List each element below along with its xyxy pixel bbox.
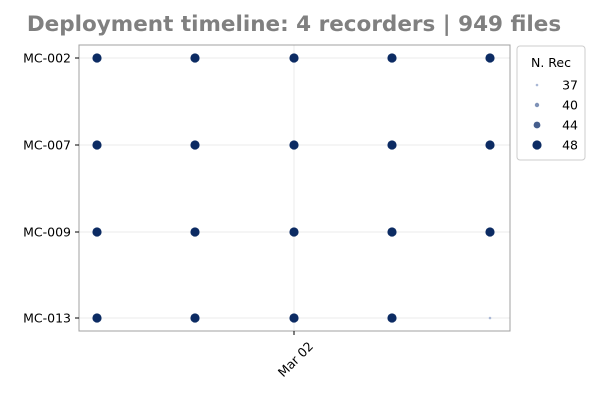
- y-tick-label: MC-009: [23, 225, 71, 240]
- legend-marker: [535, 83, 539, 87]
- legend: N. Rec 37 40 44 48: [516, 45, 586, 161]
- legend-marker: [534, 102, 540, 108]
- legend-marker: [533, 121, 541, 129]
- data-point: [387, 227, 397, 237]
- x-axis: Mar 02: [275, 331, 316, 380]
- data-point: [387, 313, 397, 323]
- data-point: [485, 53, 495, 63]
- data-point: [92, 227, 102, 237]
- data-point: [485, 227, 495, 237]
- legend-box: [516, 45, 586, 161]
- data-point: [289, 140, 299, 150]
- data-point: [92, 53, 102, 63]
- legend-label: 40: [562, 98, 578, 113]
- data-point: [92, 313, 102, 323]
- data-point: [289, 313, 299, 323]
- legend-marker: [532, 140, 542, 150]
- y-tick-label: MC-007: [23, 138, 71, 153]
- y-tick-label: MC-013: [23, 311, 71, 326]
- grid: [79, 45, 510, 331]
- y-axis: MC-002 MC-007 MC-009 MC-013: [23, 51, 79, 326]
- data-point: [387, 140, 397, 150]
- data-points: [92, 53, 495, 323]
- x-tick-label: Mar 02: [275, 339, 316, 380]
- data-point: [190, 313, 200, 323]
- legend-entries: 37 40 44 48: [532, 78, 578, 153]
- y-tick-label: MC-002: [23, 51, 71, 66]
- data-point: [488, 316, 492, 320]
- legend-label: 37: [562, 78, 578, 93]
- chart-title: Deployment timeline: 4 recorders | 949 f…: [27, 12, 561, 37]
- data-point: [387, 53, 397, 63]
- data-point: [92, 140, 102, 150]
- legend-label: 44: [562, 118, 578, 133]
- data-point: [485, 140, 495, 150]
- data-point: [190, 227, 200, 237]
- data-point: [289, 53, 299, 63]
- legend-label: 48: [562, 138, 578, 153]
- data-point: [190, 140, 200, 150]
- legend-title: N. Rec: [531, 55, 571, 70]
- data-point: [289, 227, 299, 237]
- data-point: [190, 53, 200, 63]
